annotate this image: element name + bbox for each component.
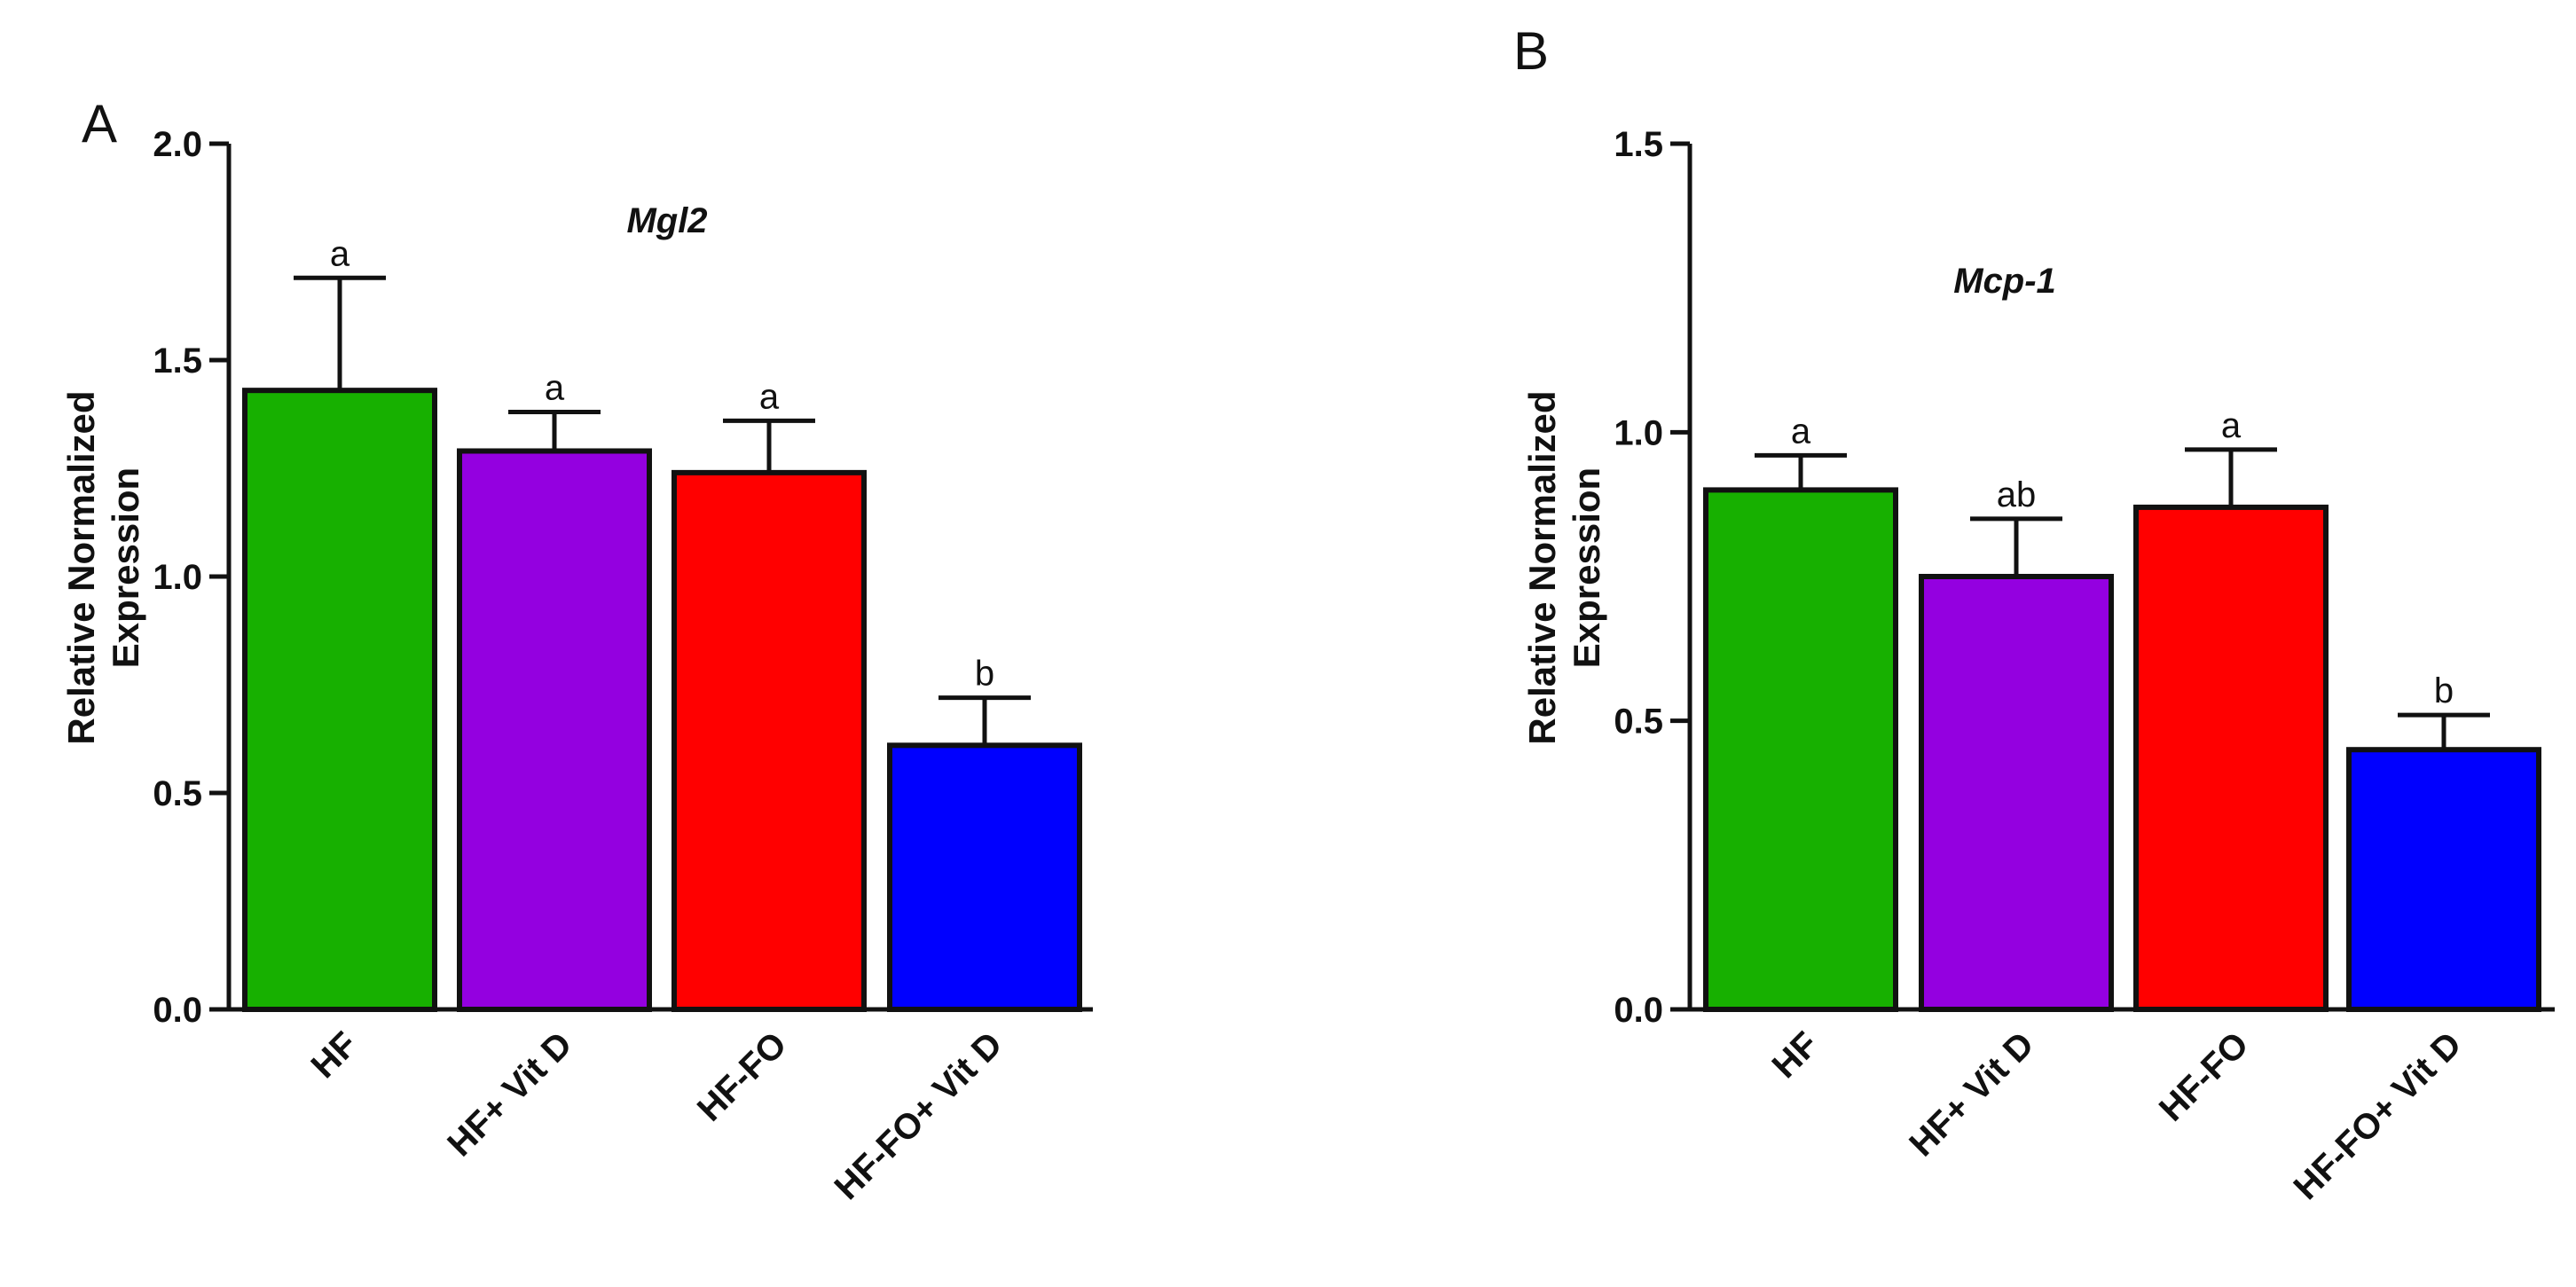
y-tick-label: 1.5 bbox=[153, 341, 202, 381]
y-axis-label-line-1: Relative Normalized bbox=[60, 390, 102, 744]
significance-label-4: b bbox=[2434, 671, 2454, 710]
x-tick-label-2: HF+ Vit D bbox=[1902, 1024, 2041, 1164]
panel-b-chart: B 0.0 0.5 1.0 1.5 Relative NormalizedExpressi… bbox=[1513, 21, 2555, 1207]
y-axis-label-line-1: Relative Normalized bbox=[1521, 390, 1563, 744]
significance-label-4: b bbox=[975, 655, 994, 694]
y-tick-label: 1.0 bbox=[1614, 413, 1663, 452]
y-axis-label-line-2: Expression bbox=[1566, 467, 1607, 668]
y-tick-label: 1.0 bbox=[153, 558, 202, 597]
x-tick-label-3: HF-FO bbox=[2152, 1024, 2257, 1129]
panel-label: B bbox=[1513, 21, 1549, 81]
y-tick-label: 1.5 bbox=[1614, 125, 1663, 164]
x-tick-label-1: HF bbox=[304, 1024, 365, 1086]
x-tick-label-3: HF-FO bbox=[690, 1024, 795, 1129]
y-tick-label: 0.5 bbox=[153, 774, 202, 813]
bar-1 bbox=[1703, 487, 1898, 1012]
y-tick-label: 0.0 bbox=[153, 991, 202, 1030]
x-tick-label-4: HF-FO+ Vit D bbox=[2287, 1024, 2470, 1207]
y-axis-label: Relative NormalizedExpression bbox=[60, 390, 146, 744]
y-axis-label: Relative NormalizedExpression bbox=[1521, 390, 1607, 744]
significance-label-3: a bbox=[2221, 406, 2242, 445]
bar-4 bbox=[2346, 747, 2541, 1012]
panel-label: A bbox=[82, 94, 117, 153]
x-tick-label-4: HF-FO+ Vit D bbox=[828, 1024, 1010, 1207]
y-tick-label: 2.0 bbox=[153, 125, 202, 164]
bar-3 bbox=[2133, 504, 2329, 1012]
x-tick-label-1: HF bbox=[1765, 1024, 1826, 1086]
significance-label-2: a bbox=[545, 369, 565, 408]
bar-2 bbox=[457, 448, 652, 1013]
significance-label-3: a bbox=[759, 377, 780, 416]
y-tick-label: 0.0 bbox=[1614, 991, 1663, 1030]
significance-label-1: a bbox=[1791, 412, 1811, 451]
chart-title: Mcp-1 bbox=[1953, 262, 2056, 301]
chart-title: Mgl2 bbox=[626, 201, 707, 240]
bar-2 bbox=[1919, 574, 2114, 1012]
x-tick-label-2: HF+ Vit D bbox=[440, 1024, 579, 1164]
y-axis-label-line-2: Expression bbox=[105, 467, 146, 668]
significance-label-1: a bbox=[330, 234, 350, 273]
bar-3 bbox=[671, 469, 867, 1012]
significance-label-2: ab bbox=[1997, 475, 2037, 514]
bar-4 bbox=[887, 742, 1082, 1012]
bar-1 bbox=[242, 388, 437, 1013]
y-tick-label: 0.5 bbox=[1614, 702, 1663, 742]
panel-a-chart: A 0.0 0.5 1.0 1.5 2.0 Relative NormalizedExpre… bbox=[60, 94, 1093, 1207]
